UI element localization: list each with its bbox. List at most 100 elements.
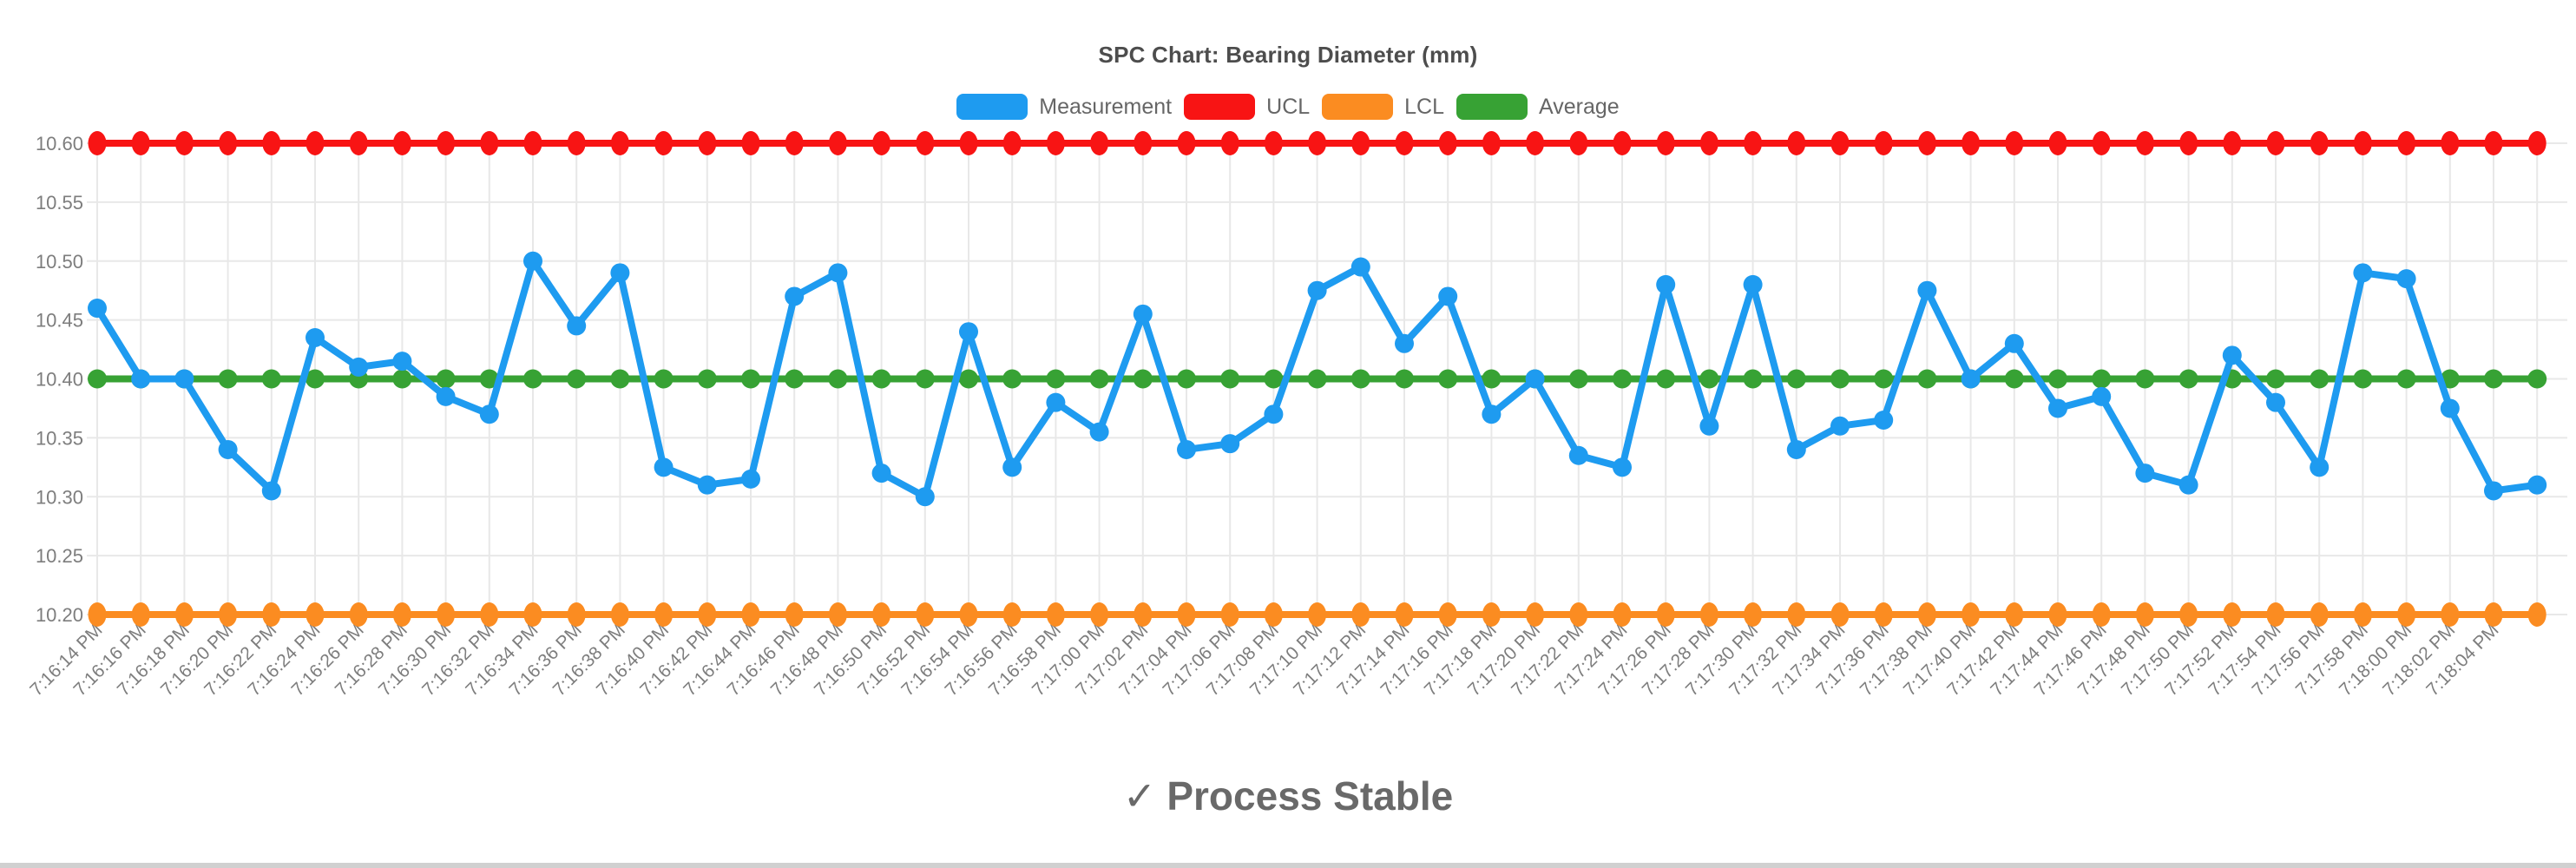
data-point-lcl[interactable] bbox=[2005, 602, 2024, 627]
data-point-lcl[interactable] bbox=[1526, 602, 1545, 627]
data-point-lcl[interactable] bbox=[306, 602, 325, 627]
data-point-average[interactable] bbox=[1613, 369, 1632, 389]
data-point-measurement[interactable] bbox=[2222, 345, 2242, 365]
data-point-measurement[interactable] bbox=[131, 369, 151, 389]
data-point-average[interactable] bbox=[2092, 369, 2112, 389]
data-point-measurement[interactable] bbox=[349, 357, 369, 377]
data-point-measurement[interactable] bbox=[2135, 464, 2155, 483]
data-point-measurement[interactable] bbox=[392, 352, 412, 372]
data-point-lcl[interactable] bbox=[1962, 602, 1981, 627]
data-point-measurement[interactable] bbox=[828, 263, 848, 283]
data-point-measurement[interactable] bbox=[306, 327, 325, 347]
data-point-average[interactable] bbox=[871, 369, 891, 389]
data-point-ucl[interactable] bbox=[1482, 131, 1501, 155]
data-point-lcl[interactable] bbox=[567, 602, 586, 627]
data-point-ucl[interactable] bbox=[2353, 131, 2372, 155]
data-point-average[interactable] bbox=[785, 369, 805, 389]
data-point-lcl[interactable] bbox=[1264, 602, 1283, 627]
data-point-average[interactable] bbox=[218, 369, 238, 389]
data-point-average[interactable] bbox=[1307, 369, 1327, 389]
data-point-measurement[interactable] bbox=[479, 404, 499, 424]
data-point-lcl[interactable] bbox=[1090, 602, 1109, 627]
data-point-ucl[interactable] bbox=[174, 131, 194, 155]
data-point-ucl[interactable] bbox=[1917, 131, 1936, 155]
data-point-lcl[interactable] bbox=[2310, 602, 2329, 627]
data-point-average[interactable] bbox=[2527, 369, 2547, 389]
data-point-ucl[interactable] bbox=[872, 131, 891, 155]
data-point-ucl[interactable] bbox=[1787, 131, 1806, 155]
data-point-lcl[interactable] bbox=[828, 602, 847, 627]
data-point-ucl[interactable] bbox=[1177, 131, 1196, 155]
data-point-average[interactable] bbox=[1395, 369, 1414, 389]
data-point-measurement[interactable] bbox=[1177, 439, 1196, 459]
data-point-average[interactable] bbox=[1830, 369, 1850, 389]
data-point-lcl[interactable] bbox=[2441, 602, 2460, 627]
data-point-ucl[interactable] bbox=[1830, 131, 1850, 155]
data-point-average[interactable] bbox=[261, 369, 281, 389]
data-point-lcl[interactable] bbox=[1046, 602, 1065, 627]
data-point-measurement[interactable] bbox=[1133, 304, 1153, 324]
data-point-measurement[interactable] bbox=[1482, 404, 1502, 424]
legend-item-lcl[interactable]: LCL bbox=[1322, 94, 1444, 120]
data-point-measurement[interactable] bbox=[654, 457, 674, 477]
data-point-ucl[interactable] bbox=[2135, 131, 2154, 155]
data-point-measurement[interactable] bbox=[174, 369, 194, 389]
data-point-lcl[interactable] bbox=[1744, 602, 1763, 627]
data-point-measurement[interactable] bbox=[1220, 434, 1240, 454]
data-point-ucl[interactable] bbox=[1308, 131, 1327, 155]
data-point-lcl[interactable] bbox=[480, 602, 499, 627]
data-point-lcl[interactable] bbox=[1917, 602, 1936, 627]
data-point-ucl[interactable] bbox=[219, 131, 238, 155]
data-point-measurement[interactable] bbox=[1264, 404, 1284, 424]
data-point-measurement[interactable] bbox=[1874, 411, 1894, 431]
data-point-ucl[interactable] bbox=[2266, 131, 2285, 155]
data-point-ucl[interactable] bbox=[1351, 131, 1370, 155]
data-point-measurement[interactable] bbox=[1307, 280, 1327, 300]
data-point-lcl[interactable] bbox=[2223, 602, 2242, 627]
data-point-lcl[interactable] bbox=[262, 602, 281, 627]
data-point-lcl[interactable] bbox=[2048, 602, 2067, 627]
data-point-measurement[interactable] bbox=[1046, 392, 1066, 412]
data-point-average[interactable] bbox=[1220, 369, 1240, 389]
data-point-ucl[interactable] bbox=[88, 131, 107, 155]
data-point-lcl[interactable] bbox=[2266, 602, 2285, 627]
data-point-ucl[interactable] bbox=[1134, 131, 1153, 155]
data-point-lcl[interactable] bbox=[1308, 602, 1327, 627]
data-point-average[interactable] bbox=[2484, 369, 2503, 389]
data-point-lcl[interactable] bbox=[523, 602, 542, 627]
data-point-measurement[interactable] bbox=[1568, 445, 1588, 465]
data-point-ucl[interactable] bbox=[1613, 131, 1632, 155]
data-point-average[interactable] bbox=[567, 369, 587, 389]
data-point-lcl[interactable] bbox=[2135, 602, 2154, 627]
data-point-average[interactable] bbox=[2004, 369, 2024, 389]
data-point-ucl[interactable] bbox=[131, 131, 150, 155]
data-point-average[interactable] bbox=[959, 369, 978, 389]
data-point-lcl[interactable] bbox=[2484, 602, 2503, 627]
data-point-ucl[interactable] bbox=[698, 131, 717, 155]
data-point-measurement[interactable] bbox=[436, 386, 456, 406]
data-point-ucl[interactable] bbox=[828, 131, 847, 155]
data-point-ucl[interactable] bbox=[1874, 131, 1893, 155]
data-point-measurement[interactable] bbox=[1395, 333, 1414, 353]
data-point-measurement[interactable] bbox=[2048, 398, 2067, 418]
data-point-lcl[interactable] bbox=[131, 602, 150, 627]
data-point-measurement[interactable] bbox=[1438, 286, 1458, 306]
data-point-lcl[interactable] bbox=[1220, 602, 1239, 627]
data-point-average[interactable] bbox=[1002, 369, 1022, 389]
data-point-ucl[interactable] bbox=[1220, 131, 1239, 155]
data-point-ucl[interactable] bbox=[2005, 131, 2024, 155]
data-point-measurement[interactable] bbox=[1525, 369, 1545, 389]
data-point-ucl[interactable] bbox=[1046, 131, 1065, 155]
data-point-measurement[interactable] bbox=[2310, 457, 2330, 477]
data-point-ucl[interactable] bbox=[523, 131, 542, 155]
data-point-measurement[interactable] bbox=[261, 481, 281, 501]
data-point-ucl[interactable] bbox=[437, 131, 456, 155]
data-point-lcl[interactable] bbox=[1395, 602, 1414, 627]
data-point-lcl[interactable] bbox=[1830, 602, 1850, 627]
spc-chart-canvas[interactable]: 10.60 10.55 10.50 10.45 10.40 10.35 10.30 10.25… bbox=[0, 0, 2576, 764]
data-point-measurement[interactable] bbox=[2440, 398, 2460, 418]
data-point-measurement[interactable] bbox=[2353, 263, 2373, 283]
data-point-average[interactable] bbox=[1438, 369, 1458, 389]
data-point-ucl[interactable] bbox=[654, 131, 674, 155]
data-point-ucl[interactable] bbox=[1699, 131, 1718, 155]
